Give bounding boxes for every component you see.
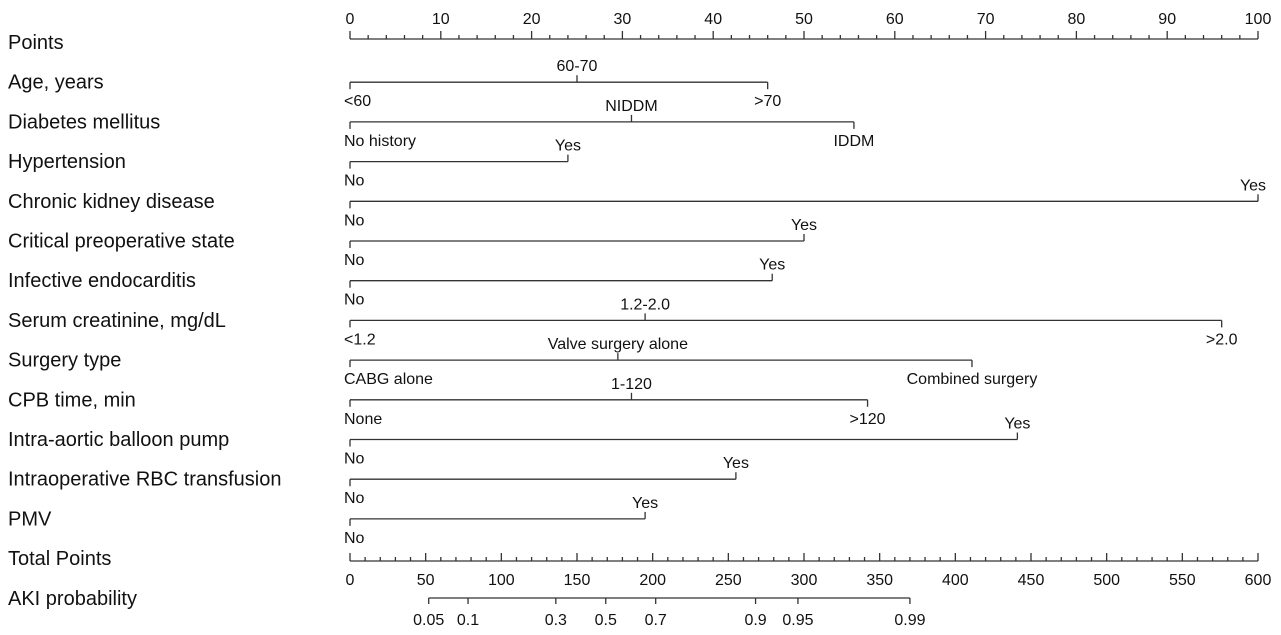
- row-label: PMV: [8, 508, 52, 530]
- probability-tick-label: 0.3: [545, 612, 567, 629]
- row-label: Critical preoperative state: [8, 231, 235, 253]
- row-labels: Points Age, years Diabetes mellitus Hyperte…: [8, 32, 281, 610]
- total-tick-label: 250: [715, 572, 742, 589]
- variable-level-label: Yes: [723, 455, 749, 472]
- variable-level-label: Yes: [555, 138, 581, 155]
- points-tick-label: 80: [1068, 11, 1086, 28]
- variable-level-label: None: [344, 411, 382, 428]
- variable-level-label: Yes: [632, 495, 658, 512]
- points-axis: 0 10 20 30 40 50 60 70 80 90 100: [346, 11, 1272, 40]
- row-label: AKI probability: [8, 588, 137, 610]
- variable-level-label: NIDDM: [605, 98, 657, 115]
- points-tick-label: 40: [704, 11, 722, 28]
- total-tick-label: 150: [564, 572, 591, 589]
- variable-level-label: No: [344, 212, 365, 229]
- variable-level-label: No: [344, 173, 365, 190]
- probability-tick-label: 0.05: [413, 612, 444, 629]
- variable-level-label: 60-70: [557, 58, 598, 75]
- row-label: Intra-aortic balloon pump: [8, 429, 229, 451]
- points-tick-label: 70: [977, 11, 995, 28]
- total-points-axis: 0 50 100 150 200 250 300 350 400 450 500 550 600: [346, 553, 1272, 589]
- row-label: CPB time, min: [8, 389, 136, 411]
- points-tick-label: 60: [886, 11, 904, 28]
- row-label: Chronic kidney disease: [8, 191, 215, 213]
- points-tick-label: 30: [614, 11, 632, 28]
- probability-tick-label: 0.5: [595, 612, 617, 629]
- probability-tick-label: 0.95: [782, 612, 813, 629]
- variable-level-label: 1-120: [611, 376, 652, 393]
- points-tick-label: 50: [795, 11, 813, 28]
- points-tick-label: 0: [346, 11, 355, 28]
- row-label: Infective endocarditis: [8, 270, 196, 292]
- variable-level-label: Valve surgery alone: [548, 336, 688, 353]
- probability-tick-label: 0.1: [457, 612, 479, 629]
- variable-level-label: <60: [344, 93, 371, 110]
- row-label: Serum creatinine, mg/dL: [8, 310, 226, 332]
- row-label: Hypertension: [8, 151, 126, 173]
- variable-scales: <60 60-70 >70 No history NIDDM IDDM No Yes No Yes…: [344, 58, 1266, 547]
- points-tick-label: 90: [1158, 11, 1176, 28]
- points-tick-label: 10: [432, 11, 450, 28]
- total-tick-label: 400: [942, 572, 969, 589]
- row-label: Surgery type: [8, 350, 121, 372]
- variable-level-label: CABG alone: [344, 371, 433, 388]
- variable-level-label: Yes: [791, 217, 817, 234]
- row-label: Intraoperative RBC transfusion: [8, 469, 281, 491]
- row-label: Points: [8, 32, 64, 54]
- probability-tick-label: 0.9: [744, 612, 766, 629]
- total-tick-label: 600: [1245, 572, 1272, 589]
- probability-tick-label: 0.99: [894, 612, 925, 629]
- row-label: Diabetes mellitus: [8, 111, 160, 133]
- total-tick-label: 0: [346, 572, 355, 589]
- total-tick-label: 550: [1169, 572, 1196, 589]
- variable-level-label: Yes: [1240, 177, 1266, 194]
- variable-level-label: No: [344, 490, 365, 507]
- variable-level-label: Combined surgery: [907, 371, 1038, 388]
- row-label: Total Points: [8, 548, 111, 570]
- total-tick-label: 300: [791, 572, 818, 589]
- total-tick-label: 500: [1093, 572, 1120, 589]
- variable-level-label: >2.0: [1206, 331, 1238, 348]
- probability-axis: 0.05 0.1 0.3 0.5 0.7 0.9 0.95 0.99: [413, 597, 926, 629]
- total-tick-label: 50: [417, 572, 435, 589]
- variable-level-label: No: [344, 530, 365, 547]
- variable-level-label: 1.2-2.0: [620, 296, 670, 313]
- variable-level-label: No: [344, 451, 365, 468]
- variable-level-label: <1.2: [344, 331, 376, 348]
- variable-level-label: >70: [754, 93, 781, 110]
- variable-level-label: No history: [344, 133, 416, 150]
- variable-level-label: Yes: [759, 257, 785, 274]
- total-tick-label: 200: [639, 572, 666, 589]
- row-label: Age, years: [8, 72, 104, 94]
- points-tick-label: 100: [1245, 11, 1272, 28]
- variable-level-label: >120: [850, 411, 886, 428]
- total-tick-label: 100: [488, 572, 515, 589]
- total-tick-label: 350: [866, 572, 893, 589]
- probability-tick-label: 0.7: [645, 612, 667, 629]
- variable-level-label: No: [344, 292, 365, 309]
- total-tick-label: 450: [1018, 572, 1045, 589]
- points-tick-label: 20: [523, 11, 541, 28]
- variable-level-label: No: [344, 252, 365, 269]
- variable-level-label: IDDM: [833, 133, 874, 150]
- variable-level-label: Yes: [1004, 416, 1030, 433]
